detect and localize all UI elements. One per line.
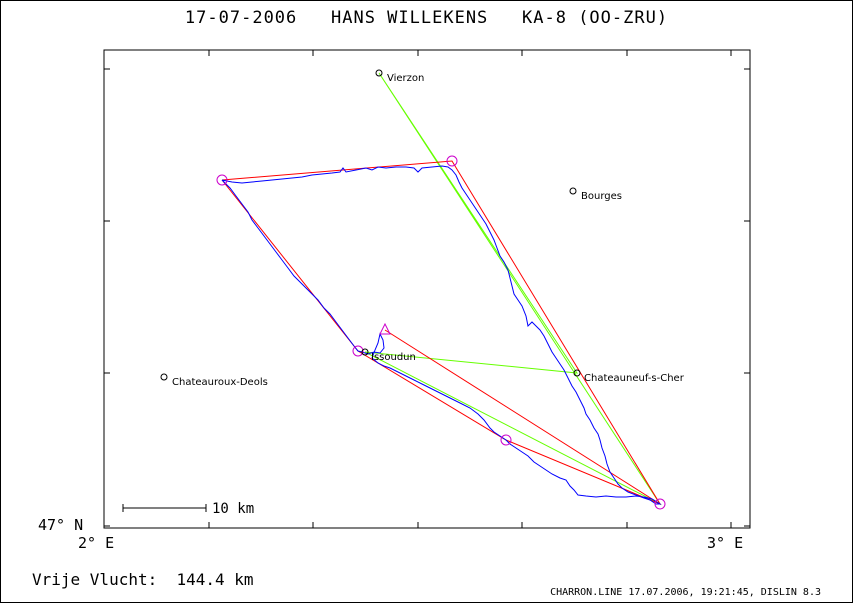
town-issoudun: Issoudun (361, 348, 416, 363)
town-label: Chateauroux-Deols (172, 377, 268, 388)
distance-value: 144.4 km (176, 570, 254, 589)
flight-date: 17-07-2006 (184, 8, 298, 28)
lon-label-left: 2° E (78, 534, 114, 552)
pilot-name: HANS WILLEKENS (331, 8, 489, 28)
town-vierzon: Vierzon (375, 69, 424, 84)
flight-track (221, 165, 662, 505)
town-label: Issoudun (371, 352, 416, 363)
scale-bar: 10 km (122, 501, 254, 517)
distance-label: Vrije Vlucht: (32, 570, 158, 589)
software-credit: CHARRON.LINE 17.07.2006, 19:21:45, DISLI… (550, 587, 821, 598)
lon-label-right: 3° E (707, 534, 743, 552)
turnpoint-marker (352, 345, 364, 357)
start-marker (379, 322, 391, 335)
task-leg (384, 329, 661, 505)
task-line (221, 160, 662, 506)
glider-id: KA-8 (OO-ZRU) (522, 8, 669, 28)
axis-ticks (103, 50, 750, 528)
scale-label: 10 km (212, 501, 254, 517)
town-bourges: Bourges (569, 187, 622, 202)
turnpoints (216, 155, 666, 510)
plot-box (103, 49, 751, 529)
lat-label: 47° N (38, 516, 83, 534)
turnpoint-marker (500, 434, 512, 446)
turnpoint-marker (216, 174, 228, 186)
declared-task-line (364, 72, 662, 506)
turnpoint-marker (446, 155, 458, 167)
town-label: Chateauneuf-s-Cher (584, 373, 685, 384)
flight-title: 17-07-2006 HANS WILLEKENS KA-8 (OO-ZRU) (0, 8, 853, 28)
town-chateauneuf: Chateauneuf-s-Cher (573, 369, 685, 384)
town-label: Vierzon (387, 73, 424, 84)
town-chateauroux: Chateauroux-Deols (160, 373, 268, 388)
turnpoint-marker (654, 498, 666, 510)
town-label: Bourges (581, 191, 622, 202)
distance-summary: Vrije Vlucht: 144.4 km (32, 570, 254, 589)
